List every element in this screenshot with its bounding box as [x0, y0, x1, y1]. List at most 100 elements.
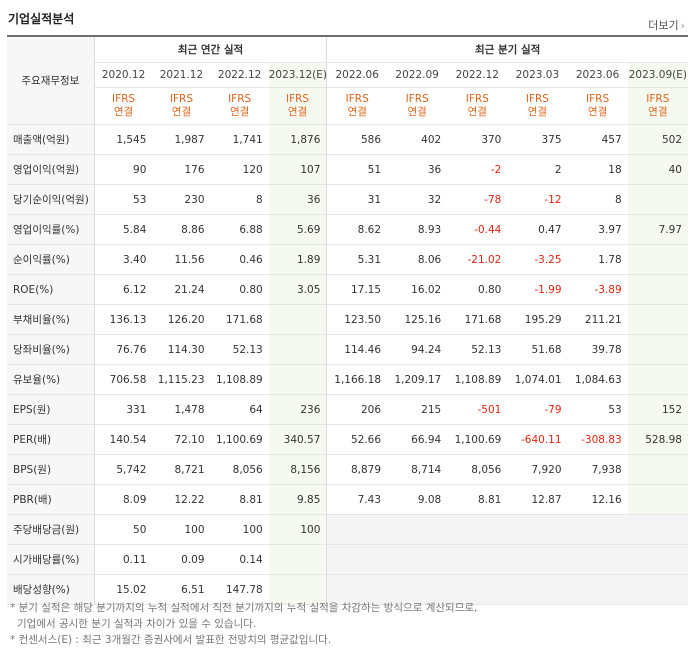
table-cell: 171.68: [447, 304, 508, 335]
table-cell: 100: [210, 514, 269, 545]
table-cell: 53: [94, 184, 153, 215]
ifrs-bottom-label: 연결: [407, 106, 427, 118]
table-cell: 502: [627, 124, 688, 155]
table-cell: 52.13: [210, 334, 269, 365]
table-cell: 1,987: [152, 124, 211, 155]
table-cell: 147.78: [210, 574, 269, 605]
table-cell: 51.68: [507, 334, 568, 365]
table-cell: 1,478: [152, 394, 211, 425]
table-cell: 100: [152, 514, 211, 545]
period-header: 2020.12: [94, 62, 153, 88]
ifrs-label: IFRS 연결: [326, 87, 388, 125]
table-row: 배당성향(%) 15.02 6.51 147.78: [7, 574, 688, 605]
ifrs-label: IFRS 연결: [627, 87, 688, 125]
table-row: EPS(원) 331 1,478 64 236 206 215 -501 -79 53 152: [7, 394, 688, 425]
table-cell: 5.69: [268, 214, 328, 245]
table-row: 영업이익(억원) 90 176 120 107 51 36 -2 2 18 40: [7, 154, 688, 185]
ifrs-bottom-label: 연결: [229, 106, 250, 118]
table-cell: 8,056: [210, 454, 269, 485]
table-cell: 706.58: [94, 364, 153, 395]
table-cell: 100: [268, 514, 328, 545]
table-row: PER(배) 140.54 72.10 1,100.69 340.57 52.66 66.9…: [7, 424, 688, 455]
table-cell: [627, 274, 688, 305]
ifrs-top-label: IFRS: [285, 93, 310, 105]
table-cell: [627, 244, 688, 275]
table-row: 부채비율(%) 136.13 126.20 171.68 123.50 125.16 171…: [7, 304, 688, 335]
table-cell: -640.11: [507, 424, 568, 455]
row-label: 매출액(억원): [7, 124, 95, 155]
table-cell: -0.44: [447, 214, 508, 245]
table-cell: -308.83: [567, 424, 628, 455]
table-row: BPS(원) 5,742 8,721 8,056 8,156 8,879 8,714 8,05…: [7, 454, 688, 485]
row-label: PBR(배): [7, 484, 95, 515]
table-cell: [627, 514, 688, 545]
table-cell: [627, 304, 688, 335]
table-cell: [627, 184, 688, 215]
table-cell: 0.09: [152, 544, 211, 575]
table-cell: 64: [210, 394, 269, 425]
table-cell: -501: [447, 394, 508, 425]
table-cell: 0.46: [210, 244, 269, 275]
row-label-header: 주요재무정보: [7, 37, 95, 125]
ifrs-bottom-label: 연결: [587, 106, 608, 118]
table-cell: 21.24: [152, 274, 211, 305]
period-header: 2021.12: [152, 62, 211, 88]
table-cell: 5.84: [94, 214, 153, 245]
ifrs-label: IFRS 연결: [268, 87, 328, 125]
more-link[interactable]: 더보기 ›: [648, 17, 685, 33]
table-cell: -3.25: [507, 244, 568, 275]
table-row: 주당배당금(원) 50 100 100 100: [7, 514, 688, 545]
table-cell: [268, 544, 328, 575]
table-cell: 8.81: [447, 484, 508, 515]
table-cell: 1,741: [210, 124, 269, 155]
table-cell: 152: [627, 394, 688, 425]
table-cell: [268, 364, 328, 395]
table-cell: 457: [567, 124, 628, 155]
table-cell: 6.88: [210, 214, 269, 245]
financial-table: 주요재무정보 최근 연간 실적 최근 분기 실적 2020.12 2021.12 2…: [7, 37, 688, 605]
table-cell: 8,879: [326, 454, 388, 485]
table-row: PBR(배) 8.09 12.22 8.81 9.85 7.43 9.08 8.81 12.87…: [7, 484, 688, 515]
table-cell: 12.22: [152, 484, 211, 515]
table-cell: 3.05: [268, 274, 328, 305]
table-cell: 8.09: [94, 484, 153, 515]
table-cell: 114.30: [152, 334, 211, 365]
table-cell: 176: [152, 154, 211, 185]
footnotes: * 분기 실적은 해당 분기까지의 누적 실적에서 직전 분기까지의 누적 실적…: [10, 600, 477, 648]
table-cell: 7.43: [326, 484, 388, 515]
table-cell: 18: [567, 154, 628, 185]
row-label: 배당성향(%): [7, 574, 95, 605]
table-cell: 16.02: [387, 274, 448, 305]
table-row: 매출액(억원) 1,545 1,987 1,741 1,876 586 402 370 375 4…: [7, 124, 688, 155]
table-row: 영업이익률(%) 5.84 8.86 6.88 5.69 8.62 8.93 -0.44 0.4…: [7, 214, 688, 245]
table-cell: 171.68: [210, 304, 269, 335]
table-cell: 8.86: [152, 214, 211, 245]
table-cell: [627, 544, 688, 575]
table-cell: 1,209.17: [387, 364, 448, 395]
table-cell: 211.21: [567, 304, 628, 335]
ifrs-bottom-label: 연결: [287, 106, 308, 118]
table-cell: 7.97: [627, 214, 688, 245]
table-cell: -2: [447, 154, 508, 185]
period-header: 2022.06: [326, 62, 388, 88]
table-cell: -78: [447, 184, 508, 215]
row-label: ROE(%): [7, 274, 95, 305]
table-cell: 8.62: [326, 214, 388, 245]
ifrs-label: IFRS 연결: [447, 87, 508, 125]
table-cell: [326, 514, 388, 545]
table-cell: 6.12: [94, 274, 153, 305]
table-cell: 1,876: [268, 124, 328, 155]
table-cell: [268, 334, 328, 365]
annual-group-header: 최근 연간 실적: [94, 37, 328, 63]
table-cell: 66.94: [387, 424, 448, 455]
table-cell: [447, 544, 508, 575]
table-cell: 1,074.01: [507, 364, 568, 395]
table-cell: 1,108.89: [210, 364, 269, 395]
row-label: 부채비율(%): [7, 304, 95, 335]
table-cell: -12: [507, 184, 568, 215]
table-cell: 15.02: [94, 574, 153, 605]
table-cell: 2: [507, 154, 568, 185]
table-cell: -3.89: [567, 274, 628, 305]
table-cell: 1,108.89: [447, 364, 508, 395]
table-cell: 9.85: [268, 484, 328, 515]
